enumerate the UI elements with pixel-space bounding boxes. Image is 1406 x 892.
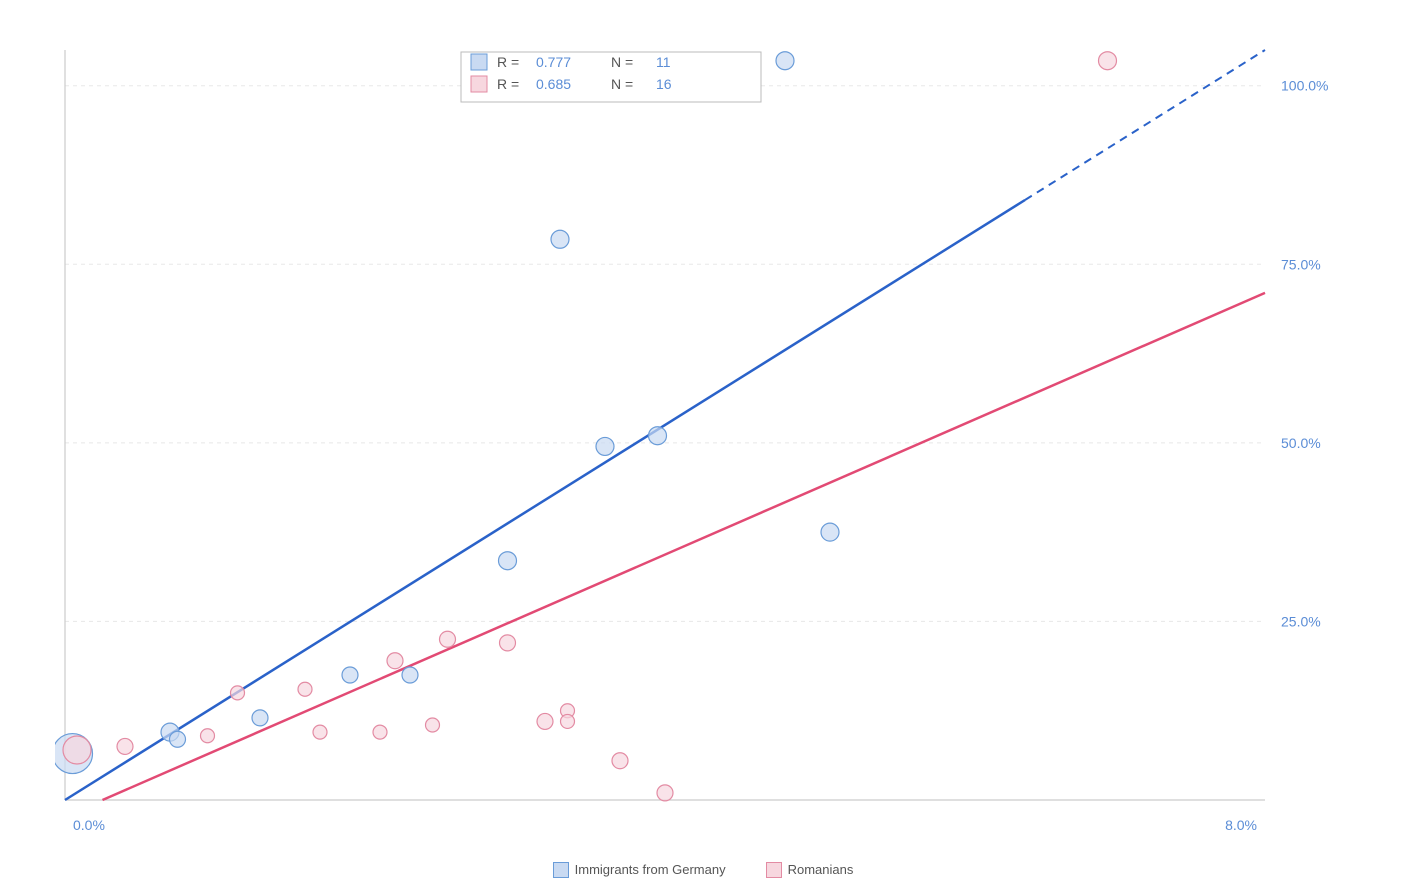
chart-plot-area: 25.0% 50.0% 75.0% 100.0% 0.0% 8.0% R = 0.777 N =… bbox=[55, 40, 1345, 850]
legend-label: Romanians bbox=[788, 863, 854, 878]
svg-text:R =: R = bbox=[497, 54, 519, 70]
scatter-plot-svg: 25.0% 50.0% 75.0% 100.0% 0.0% 8.0% R = 0.777 N =… bbox=[55, 40, 1345, 850]
bottom-legend-item: Romanians bbox=[766, 861, 854, 878]
bottom-legend-item: Immigrants from Germany bbox=[553, 861, 726, 878]
svg-text:50.0%: 50.0% bbox=[1281, 435, 1321, 451]
svg-text:11: 11 bbox=[656, 54, 671, 70]
svg-text:0.685: 0.685 bbox=[536, 76, 571, 92]
svg-text:16: 16 bbox=[656, 76, 672, 92]
legend-swatch bbox=[766, 862, 782, 878]
legend-swatch bbox=[553, 862, 569, 878]
svg-text:N =: N = bbox=[611, 54, 633, 70]
svg-text:100.0%: 100.0% bbox=[1281, 78, 1328, 94]
svg-text:75.0%: 75.0% bbox=[1281, 256, 1321, 272]
bottom-legend: Immigrants from Germany Romanians bbox=[0, 861, 1406, 878]
chart-container: 25.0% 50.0% 75.0% 100.0% 0.0% 8.0% R = 0.777 N =… bbox=[0, 0, 1406, 892]
svg-text:N =: N = bbox=[611, 76, 633, 92]
svg-text:8.0%: 8.0% bbox=[1225, 817, 1257, 833]
svg-text:R =: R = bbox=[497, 76, 519, 92]
svg-text:0.0%: 0.0% bbox=[73, 817, 105, 833]
svg-text:0.777: 0.777 bbox=[536, 54, 571, 70]
legend-label: Immigrants from Germany bbox=[575, 863, 726, 878]
svg-text:25.0%: 25.0% bbox=[1281, 613, 1321, 629]
